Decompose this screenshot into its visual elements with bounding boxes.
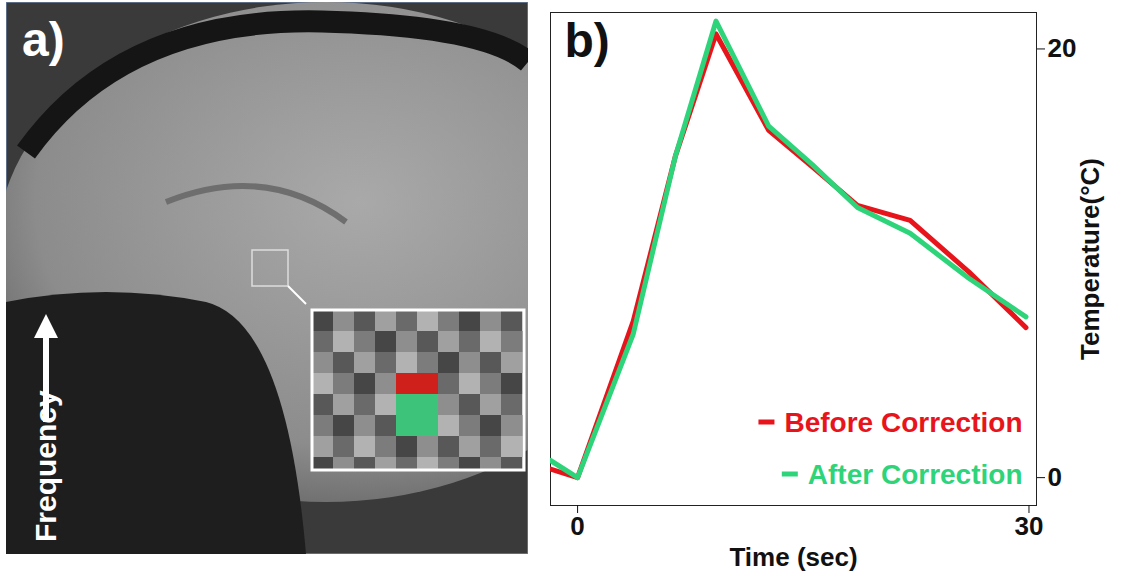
svg-text:After Correction: After Correction bbox=[808, 459, 1023, 490]
svg-text:b): b) bbox=[565, 14, 610, 67]
svg-text:0: 0 bbox=[570, 511, 584, 541]
svg-text:a): a) bbox=[22, 13, 65, 66]
svg-text:Temperature(°C): Temperature(°C) bbox=[1075, 158, 1105, 360]
svg-text:0: 0 bbox=[1048, 462, 1062, 492]
svg-text:Before Correction: Before Correction bbox=[784, 407, 1022, 438]
svg-text:Time (sec): Time (sec) bbox=[729, 542, 857, 572]
svg-text:30: 30 bbox=[1015, 511, 1044, 541]
svg-text:Frequency: Frequency bbox=[29, 390, 62, 542]
svg-text:20: 20 bbox=[1048, 33, 1077, 63]
